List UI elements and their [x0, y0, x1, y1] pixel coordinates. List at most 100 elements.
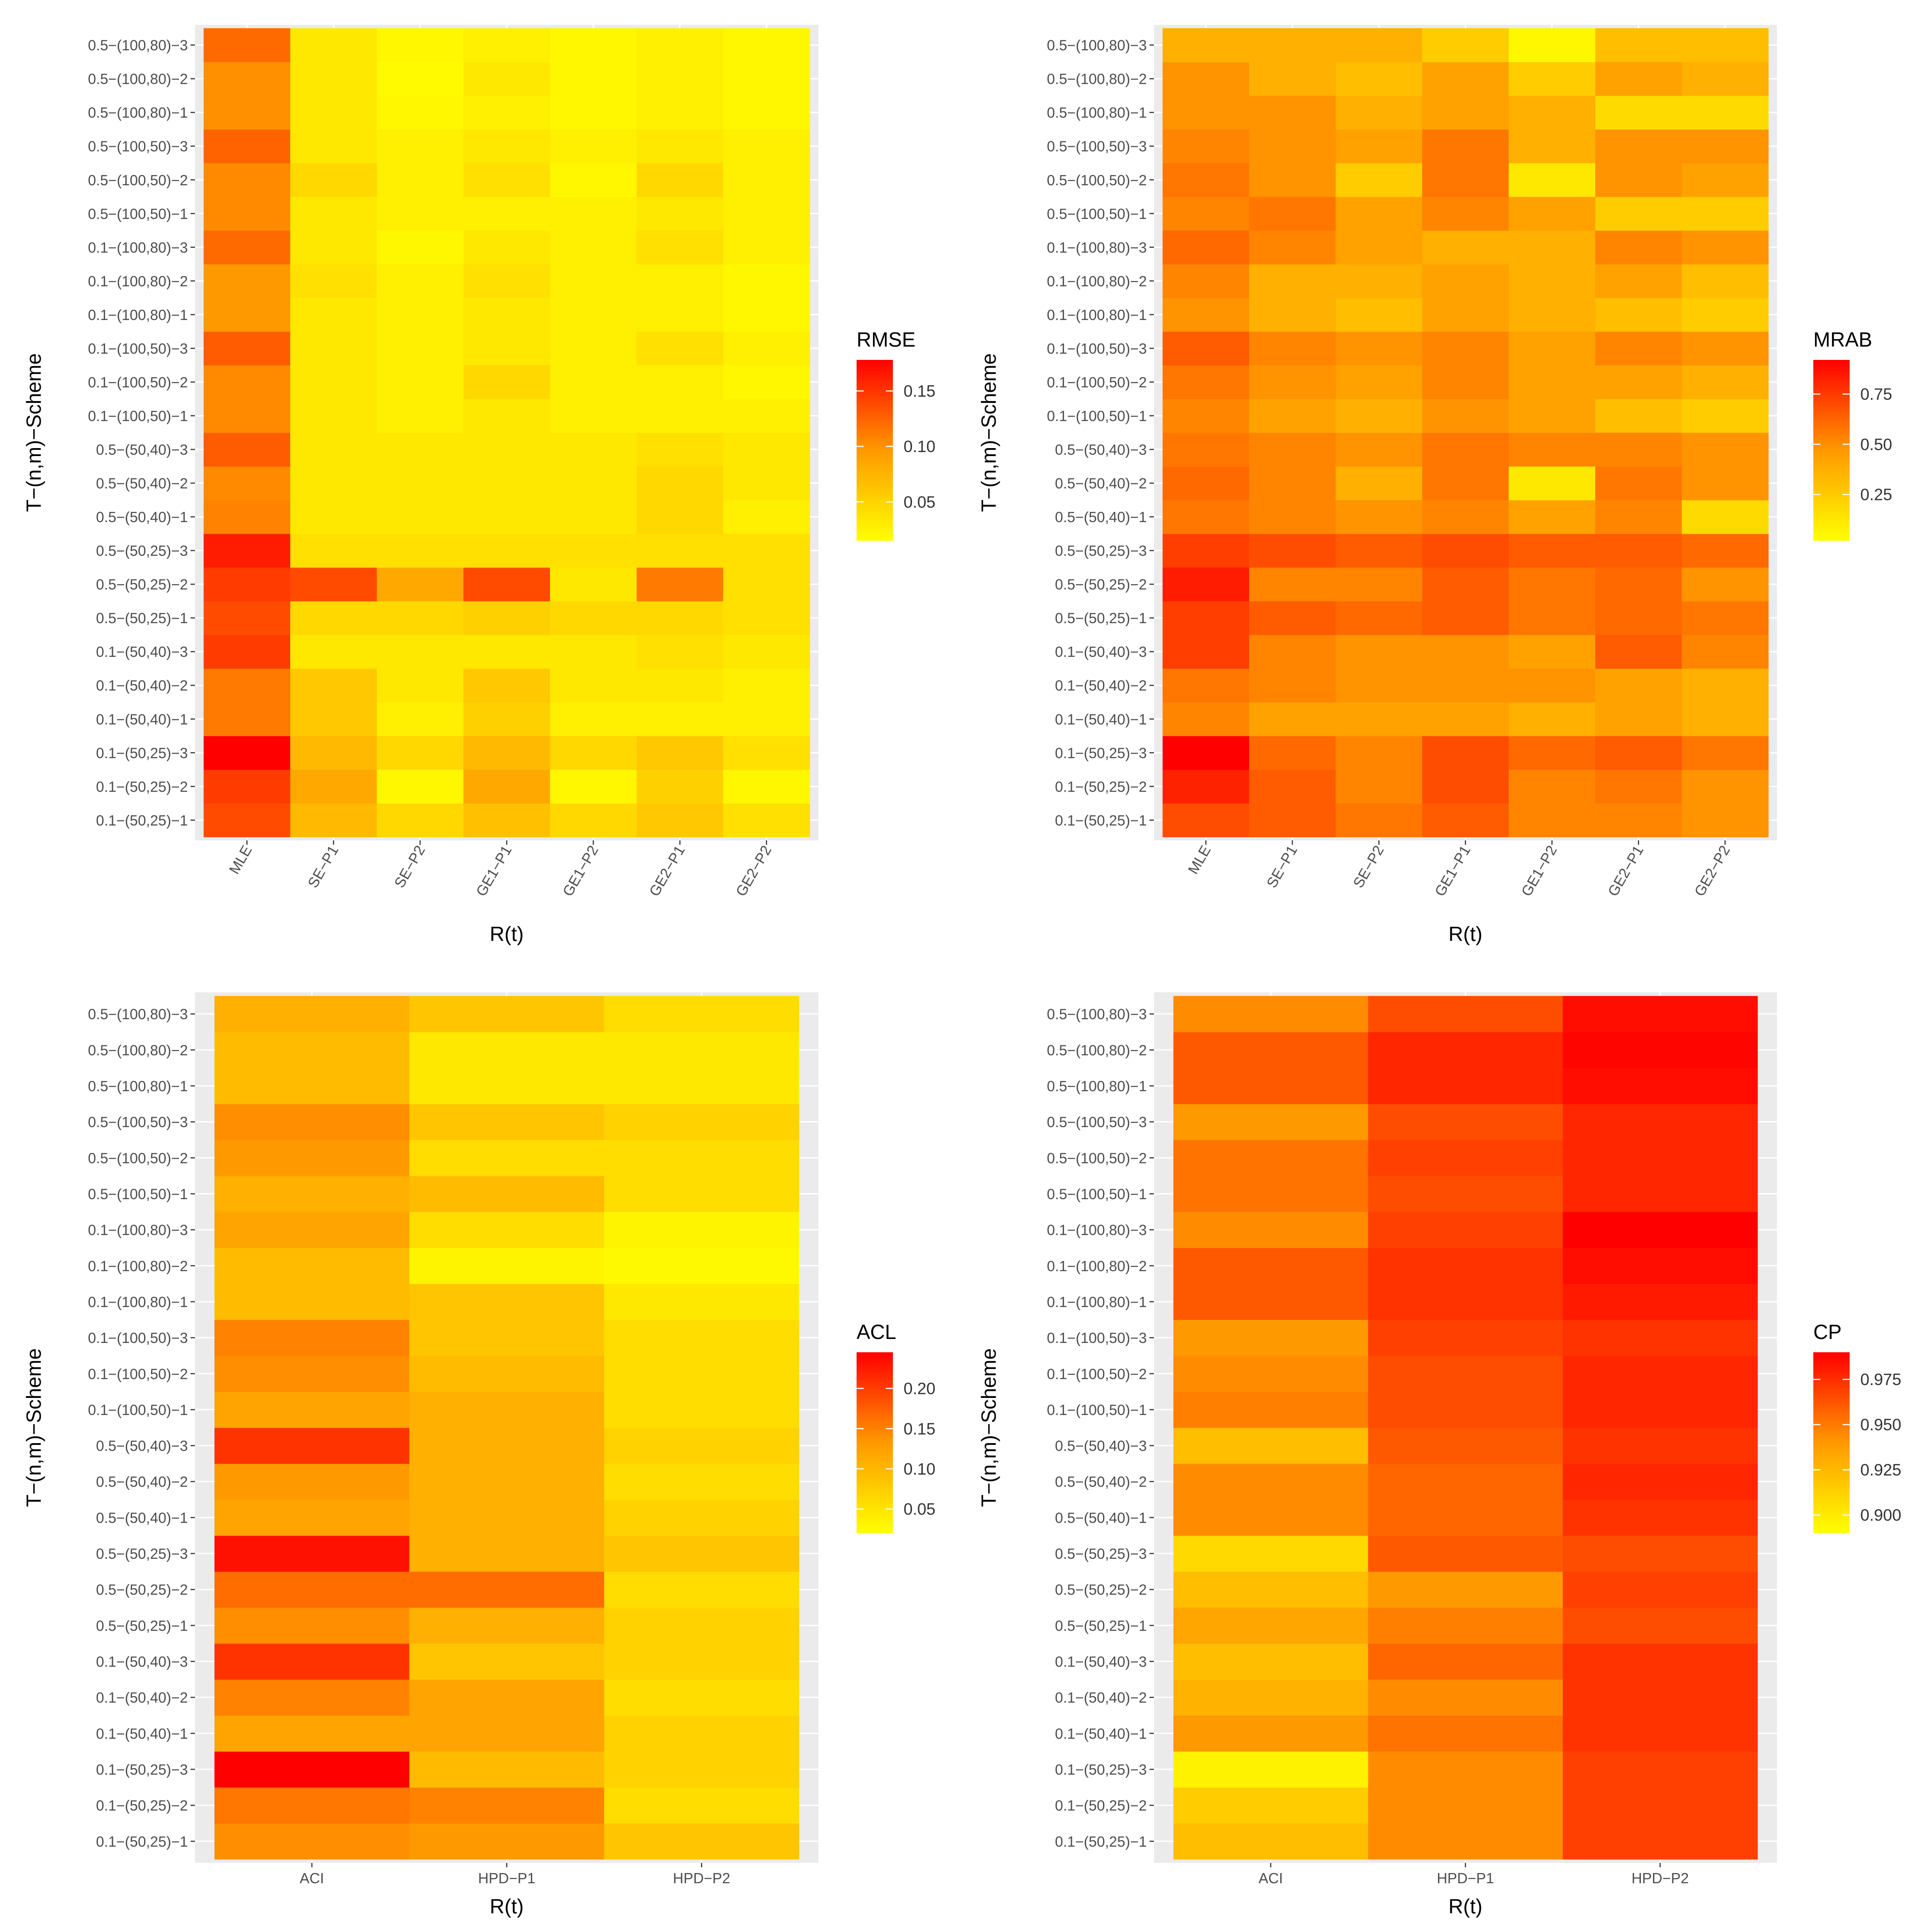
heatmap-cell [636, 601, 724, 635]
y-tick-label: 0.5−(100,50)−3 [1047, 138, 1147, 155]
heatmap-cell [409, 1751, 604, 1788]
heatmap-cell [290, 95, 377, 130]
heatmap-cell [203, 95, 291, 130]
heatmap-cell [290, 769, 377, 804]
heatmap-cell [604, 1212, 799, 1248]
heatmap-cell [1173, 1428, 1368, 1464]
heatmap-cell [463, 601, 550, 635]
heatmap-cell [1162, 331, 1250, 366]
heatmap-cell [723, 567, 810, 601]
heatmap-cell [636, 28, 724, 62]
y-tick-label: 0.1−(100,80)−2 [1047, 1258, 1147, 1274]
heatmap-cell [290, 534, 377, 568]
heatmap-cell [1162, 398, 1250, 433]
y-tick-label: 0.5−(100,80)−1 [1047, 1078, 1147, 1094]
heatmap-cell [550, 264, 637, 298]
heatmap-cell [377, 62, 464, 96]
heatmap-cell [1682, 230, 1769, 265]
heatmap-cell [1368, 1355, 1563, 1392]
heatmap-cell [550, 297, 637, 332]
heatmap-cell [1368, 1571, 1563, 1608]
y-tick-label: 0.5−(50,25)−3 [96, 543, 188, 559]
y-tick-label: 0.1−(50,40)−3 [1055, 1654, 1147, 1670]
y-tick-label: 0.1−(50,25)−2 [1055, 1797, 1147, 1814]
heatmap-cell [1336, 365, 1422, 399]
heatmap-cell [1368, 1175, 1563, 1212]
heatmap-cell [1682, 62, 1769, 96]
heatmap-cell [463, 163, 550, 197]
heatmap-cell [636, 668, 724, 703]
heatmap-cell [214, 1212, 410, 1248]
heatmap-cell [1562, 1571, 1758, 1608]
heatmap-cell [1422, 736, 1509, 770]
heatmap-cell [463, 702, 550, 736]
heatmap-cell [1249, 297, 1336, 332]
y-tick-label: 0.1−(100,50)−3 [1047, 1330, 1147, 1346]
heatmap-cell [290, 601, 377, 635]
heatmap-cell [290, 736, 377, 770]
heatmap-cell [604, 1140, 799, 1176]
heatmap-cell [1173, 1571, 1368, 1608]
heatmap-cell [1336, 95, 1422, 130]
heatmap-cell [214, 1607, 410, 1644]
heatmap-cell [1162, 365, 1250, 399]
y-tick-label: 0.5−(100,50)−1 [1047, 1186, 1147, 1202]
heatmap-cell [636, 466, 724, 500]
heatmap-cell [636, 297, 724, 332]
heatmap-cell [1422, 803, 1509, 837]
y-tick-label: 0.5−(100,50)−2 [88, 1150, 188, 1166]
legend: RMSE 0.05 0.10 0.15 [857, 328, 935, 541]
heatmap-cell [1162, 769, 1250, 804]
heatmap-cell [463, 769, 550, 804]
heatmap-cell [377, 769, 464, 804]
heatmap-cell [723, 28, 810, 62]
heatmap-cell [636, 230, 724, 265]
heatmap-cell [636, 129, 724, 164]
y-tick-label: 0.5−(50,40)−1 [96, 1510, 188, 1526]
x-tick-label: ACI [300, 1870, 324, 1886]
heatmap-cell [1173, 1391, 1368, 1428]
heatmap-cell [463, 635, 550, 669]
legend-colorbar [857, 1352, 893, 1533]
heatmap-cell [1336, 534, 1422, 568]
heatmap-cell [604, 1499, 799, 1536]
y-tick-label: 0.5−(100,80)−1 [1047, 105, 1147, 121]
y-tick-label: 0.1−(50,25)−2 [1055, 778, 1147, 795]
heatmap-cell [409, 1355, 604, 1392]
heatmap-cell [1595, 230, 1682, 265]
y-tick-label: 0.5−(50,40)−2 [96, 1474, 188, 1490]
heatmap-cell [203, 230, 291, 265]
heatmap-cell [1595, 500, 1682, 534]
legend-tick-label: 0.75 [1860, 385, 1892, 403]
heatmap-cell [1422, 635, 1509, 669]
heatmap-cell [636, 500, 724, 534]
heatmap-cell [409, 1248, 604, 1284]
heatmap-cell [203, 398, 291, 433]
heatmap-cell [1336, 500, 1422, 534]
heatmap-cell [636, 702, 724, 736]
heatmap-cell [604, 1823, 799, 1860]
heatmap-cell [636, 534, 724, 568]
heatmap-cell [636, 95, 724, 130]
heatmap-cell [463, 230, 550, 265]
heatmap-cell [604, 1032, 799, 1069]
y-tick-label: 0.1−(50,40)−1 [96, 711, 188, 727]
heatmap-cell [409, 1607, 604, 1644]
heatmap-cell [1336, 769, 1422, 804]
heatmap-cell [1336, 635, 1422, 669]
heatmap-cell [550, 365, 637, 399]
y-tick-label: 0.5−(100,50)−3 [88, 138, 188, 155]
y-tick-label: 0.5−(100,80)−1 [88, 1078, 188, 1094]
legend-colorbar [1813, 360, 1850, 541]
heatmap-cell [1173, 1643, 1368, 1680]
x-tick-label: SE−P2 [1350, 843, 1387, 890]
heatmap-cell [723, 736, 810, 770]
heatmap-cell [409, 1715, 604, 1752]
heatmap-cell [604, 1391, 799, 1428]
heatmap-cell [723, 163, 810, 197]
heatmap-cell [203, 668, 291, 703]
heatmap-cell [636, 803, 724, 837]
heatmap-cell [1173, 1715, 1368, 1752]
heatmap-cell [550, 769, 637, 804]
heatmap-cell [377, 736, 464, 770]
